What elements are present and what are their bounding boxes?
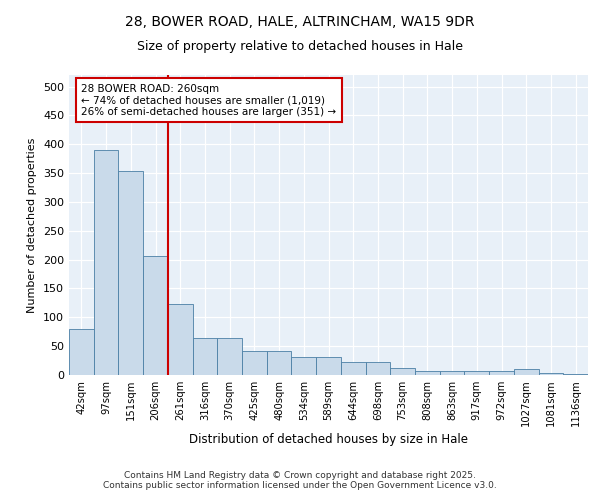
Bar: [69, 329, 94, 375]
Bar: [390, 368, 415, 375]
Bar: [193, 338, 217, 375]
Text: Size of property relative to detached houses in Hale: Size of property relative to detached ho…: [137, 40, 463, 53]
Text: 28, BOWER ROAD, HALE, ALTRINCHAM, WA15 9DR: 28, BOWER ROAD, HALE, ALTRINCHAM, WA15 9…: [125, 15, 475, 29]
Bar: [316, 356, 341, 375]
Bar: [464, 371, 489, 375]
Bar: [539, 374, 563, 375]
Bar: [118, 172, 143, 375]
Bar: [341, 362, 365, 375]
Bar: [292, 356, 316, 375]
Bar: [440, 371, 464, 375]
Bar: [168, 304, 193, 375]
Bar: [94, 150, 118, 375]
Y-axis label: Number of detached properties: Number of detached properties: [28, 138, 37, 312]
Text: 28 BOWER ROAD: 260sqm
← 74% of detached houses are smaller (1,019)
26% of semi-d: 28 BOWER ROAD: 260sqm ← 74% of detached …: [82, 84, 337, 117]
Bar: [514, 369, 539, 375]
Bar: [217, 338, 242, 375]
Text: Contains HM Land Registry data © Crown copyright and database right 2025.
Contai: Contains HM Land Registry data © Crown c…: [103, 470, 497, 490]
Bar: [242, 351, 267, 375]
Bar: [489, 371, 514, 375]
X-axis label: Distribution of detached houses by size in Hale: Distribution of detached houses by size …: [189, 434, 468, 446]
Bar: [267, 351, 292, 375]
Bar: [415, 371, 440, 375]
Bar: [365, 362, 390, 375]
Bar: [143, 256, 168, 375]
Bar: [563, 374, 588, 375]
